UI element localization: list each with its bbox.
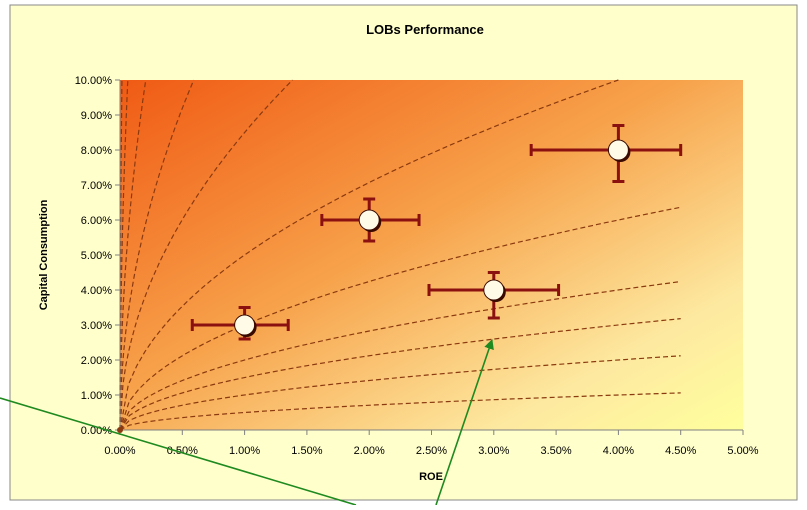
y-tick-label: 5.00% — [81, 250, 112, 262]
x-axis-label: ROE — [419, 471, 443, 483]
data-point — [427, 271, 561, 320]
y-tick-label: 6.00% — [81, 215, 112, 227]
iso-curve — [119, 355, 681, 431]
x-tick-label: 3.00% — [478, 445, 509, 457]
y-axis-label: Capital Consumption — [38, 199, 50, 310]
arrow-line-right — [435, 339, 494, 506]
point-marker — [607, 139, 629, 161]
iso-curve — [119, 79, 293, 431]
y-tick-label: 2.00% — [81, 355, 112, 367]
y-tick-label: 3.00% — [81, 320, 112, 332]
origin-marker — [117, 427, 123, 433]
y-tick-label: 7.00% — [81, 180, 112, 192]
iso-curve — [119, 79, 619, 431]
x-tick-label: 2.50% — [416, 445, 447, 457]
plot-area — [120, 80, 743, 430]
x-tick-label: 2.00% — [354, 445, 385, 457]
x-tick-label: 3.50% — [540, 445, 571, 457]
point-marker — [234, 314, 256, 336]
data-point — [529, 124, 683, 183]
x-tick-label: 0.50% — [167, 445, 198, 457]
iso-curve — [119, 280, 681, 431]
iso-curve — [119, 79, 195, 431]
arrow-line-left — [0, 397, 357, 506]
y-tick-label: 1.00% — [81, 390, 112, 402]
y-tick-label: 4.00% — [81, 285, 112, 297]
x-tick-label: 1.00% — [229, 445, 260, 457]
x-tick-label: 1.50% — [291, 445, 322, 457]
axes: 0.00% 0.50% 1.00% 1.50% 2.00% 2.50% 3.00% 3.50%… — [75, 75, 759, 457]
point-marker — [358, 209, 380, 231]
y-tick-label: 8.00% — [81, 145, 112, 157]
y-tick-label: 0.00% — [81, 425, 112, 437]
x-tick-label: 4.50% — [665, 445, 696, 457]
y-tick-label: 9.00% — [81, 110, 112, 122]
data-points — [117, 124, 683, 433]
data-point — [190, 306, 290, 341]
iso-curve — [119, 79, 147, 431]
data-point — [320, 197, 421, 243]
point-marker — [483, 279, 505, 301]
chart-title: LOBs Performance — [366, 22, 484, 37]
x-tick-label: 4.00% — [603, 445, 634, 457]
x-tick-label: 5.00% — [727, 445, 758, 457]
annotation-arrows — [0, 339, 494, 506]
iso-curve — [119, 318, 681, 431]
x-tick-label: 0.00% — [104, 445, 135, 457]
iso-curves — [119, 79, 681, 431]
y-tick-label: 10.00% — [75, 75, 113, 87]
iso-curve — [119, 392, 681, 431]
